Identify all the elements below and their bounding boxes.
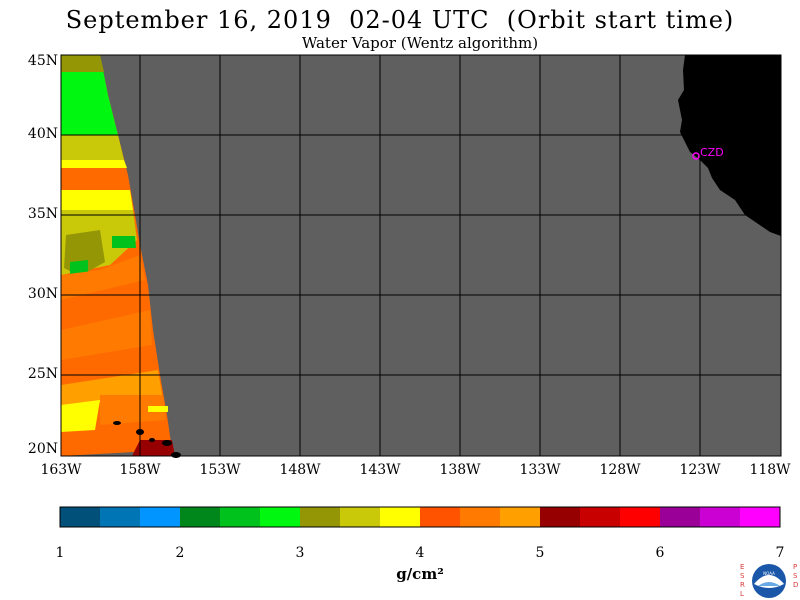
svg-text:L: L — [740, 590, 744, 598]
colorbar-unit: g/cm² — [396, 565, 444, 583]
graticule — [61, 55, 781, 456]
station-label: CZD — [700, 146, 724, 159]
colorbar-swatch — [460, 507, 500, 527]
colorbar-swatch — [60, 507, 100, 527]
svg-text:E: E — [740, 563, 744, 571]
colorbar-swatch — [380, 507, 420, 527]
colorbar-tick-4: 4 — [415, 545, 425, 561]
noaa-logo: E S R L NOAA P S D — [740, 563, 798, 598]
lon-label-118w: 118W — [749, 462, 791, 478]
colorbar-swatch — [300, 507, 340, 527]
colorbar-swatch — [500, 507, 540, 527]
lon-label-133w: 133W — [519, 462, 561, 478]
lon-label-163w: 163W — [40, 462, 82, 478]
colorbar-tick-1: 1 — [55, 545, 65, 561]
svg-text:P: P — [793, 563, 797, 571]
colorbar-swatch — [660, 507, 700, 527]
colorbar-tick-5: 5 — [535, 545, 545, 561]
colorbar-frame — [59, 506, 781, 528]
lon-label-158w: 158W — [119, 462, 161, 478]
map-subtitle: Water Vapor (Wentz algorithm) — [301, 34, 539, 52]
colorbar-swatch — [100, 507, 140, 527]
colorbar-tick-3: 3 — [295, 545, 305, 561]
colorbar-tick-7: 7 — [775, 545, 785, 561]
lon-label-153w: 153W — [199, 462, 241, 478]
lon-label-123w: 123W — [679, 462, 721, 478]
colorbar-swatch — [700, 507, 740, 527]
colorbar-swatch — [140, 507, 180, 527]
colorbar-swatch — [220, 507, 260, 527]
lat-label-35n: 35N — [27, 206, 58, 222]
svg-text:R: R — [740, 581, 745, 589]
lat-label-25n: 25N — [27, 366, 58, 382]
no-data-area — [61, 55, 781, 456]
lon-label-148w: 148W — [279, 462, 321, 478]
svg-text:S: S — [740, 572, 745, 580]
map-frame — [60, 54, 782, 457]
colorbar-swatch — [580, 507, 620, 527]
colorbar-swatch — [260, 507, 300, 527]
land-mass — [678, 55, 781, 236]
station-marker — [692, 152, 700, 160]
colorbar-swatch — [420, 507, 460, 527]
lon-label-138w: 138W — [439, 462, 481, 478]
lon-label-143w: 143W — [359, 462, 401, 478]
lon-label-128w: 128W — [599, 462, 641, 478]
lat-label-40n: 40N — [27, 126, 58, 142]
lat-label-20n: 20N — [27, 441, 58, 457]
map-title: September 16, 2019 02-04 UTC (Orbit star… — [65, 6, 735, 34]
lat-label-30n: 30N — [27, 286, 58, 302]
colorbar-tick-6: 6 — [655, 545, 665, 561]
colorbar-swatch — [620, 507, 660, 527]
data-swath — [61, 55, 175, 456]
colorbar-swatch — [180, 507, 220, 527]
svg-text:D: D — [793, 581, 798, 589]
colorbar-swatch — [740, 507, 780, 527]
svg-text:S: S — [793, 572, 798, 580]
colorbar-swatch — [340, 507, 380, 527]
colorbar — [60, 507, 780, 527]
noaa-center-text: NOAA — [763, 571, 775, 576]
colorbar-swatch — [540, 507, 580, 527]
lat-label-45n: 45N — [27, 53, 58, 69]
colorbar-tick-2: 2 — [175, 545, 185, 561]
